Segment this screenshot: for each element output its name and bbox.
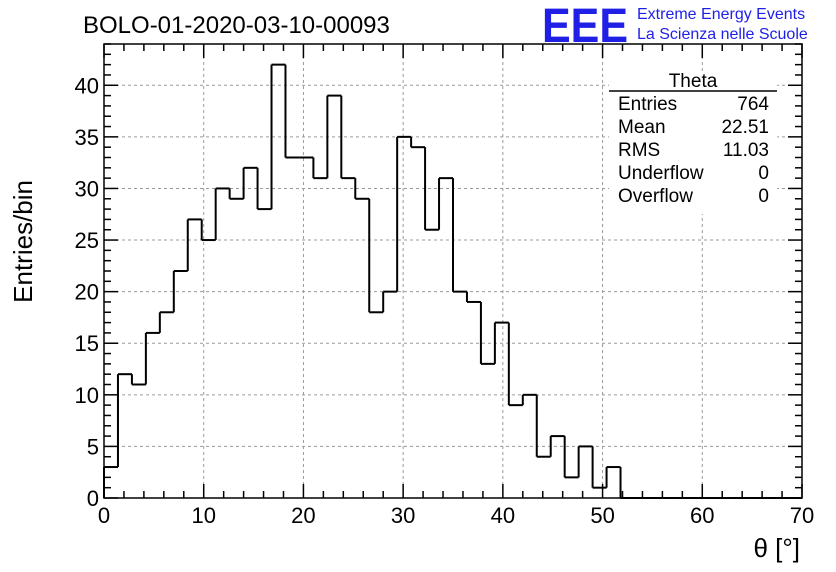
y-tick-label: 0: [87, 486, 99, 511]
y-tick-label: 5: [87, 434, 99, 459]
eee-logo-mark: EEE: [542, 0, 628, 53]
logo-line-1: Extreme Energy Events: [637, 6, 805, 23]
stats-box-background: [609, 74, 777, 214]
stats-box: Theta Entries 764 Mean 22.51 RMS 11.03 U…: [609, 71, 777, 214]
x-tick-label: 60: [690, 503, 714, 528]
y-tick-label: 25: [75, 228, 99, 253]
eee-logo: EEE Extreme Energy Events La Scienza nel…: [542, 0, 808, 53]
x-tick-label: 50: [590, 503, 614, 528]
stats-label-entries: Entries: [618, 94, 677, 115]
stats-value-overflow: 0: [758, 186, 769, 207]
stats-value-entries: 764: [737, 94, 769, 115]
y-tick-label: 40: [75, 73, 99, 98]
axis-ticks: [103, 43, 803, 499]
x-tick-label: 20: [291, 503, 315, 528]
histogram-series: [103, 63, 802, 499]
x-tick-label: 0: [98, 503, 110, 528]
stats-value-mean: 22.51: [721, 117, 769, 138]
y-axis-label: Entries/bin: [8, 180, 38, 303]
y-tick-label: 10: [75, 383, 99, 408]
chart-title: BOLO-01-2020-03-10-00093: [83, 12, 390, 39]
y-tick-label: 20: [75, 280, 99, 305]
stats-value-underflow: 0: [758, 163, 769, 184]
x-tick-label: 40: [491, 503, 515, 528]
x-tick-label: 70: [790, 503, 814, 528]
stats-label-underflow: Underflow: [618, 163, 704, 184]
x-tick-labels: 0 10 20 30 40 50 60 70: [98, 503, 814, 528]
stats-value-rms: 11.03: [723, 140, 769, 161]
y-tick-label: 30: [75, 176, 99, 201]
logo-line-2: La Scienza nelle Scuole: [637, 26, 808, 43]
stats-label-mean: Mean: [618, 117, 666, 138]
x-tick-label: 10: [191, 503, 215, 528]
stats-label-overflow: Overflow: [618, 186, 693, 207]
stats-label-rms: RMS: [618, 140, 660, 161]
y-tick-label: 15: [75, 331, 99, 356]
y-tick-label: 35: [75, 125, 99, 150]
x-axis-label: θ [°]: [753, 533, 800, 563]
y-tick-labels: 0 5 10 15 20 25 30 35 40: [75, 73, 99, 511]
x-tick-label: 30: [391, 503, 415, 528]
stats-title: Theta: [669, 71, 718, 92]
